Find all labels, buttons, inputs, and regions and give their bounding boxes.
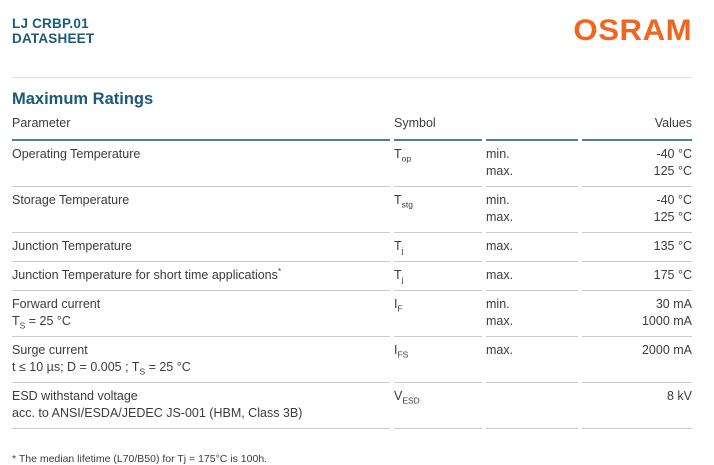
column-header-values: Values [582, 116, 692, 141]
symbol-subscript: j [401, 245, 404, 256]
symbol-cell: Tj [394, 233, 482, 262]
product-name: LJ CRBP.01 [12, 16, 89, 31]
column-header-symbol: Symbol [394, 116, 482, 141]
parameter-name: Surge current [12, 343, 88, 357]
parameter-condition: acc. to ANSI/ESDA/JEDEC JS-001 (HBM, Cla… [12, 406, 303, 420]
parameter-cell: Storage Temperature [12, 187, 390, 233]
limit-label: max. [486, 164, 514, 178]
value-cell: 175 °C [582, 262, 692, 291]
document-id: LJ CRBP.01 DATASHEET [12, 16, 94, 46]
parameter-cell: Operating Temperature [12, 141, 390, 187]
symbol-cell: IF [394, 291, 482, 337]
symbol-subscript: j [401, 274, 404, 285]
value-text: 135 °C [653, 239, 692, 253]
maximum-ratings-table: Parameter Symbol Values Operating Temper… [8, 116, 696, 429]
symbol-subscript: stg [401, 199, 413, 210]
parameter-cell: ESD withstand voltage acc. to ANSI/ESDA/J… [12, 383, 390, 429]
table-row: ESD withstand voltage acc. to ANSI/ESDA/J… [12, 383, 692, 429]
limit-cell: min. max. [486, 291, 578, 337]
column-header-limit [486, 116, 578, 141]
symbol-cell: IFS [394, 337, 482, 383]
limit-label: max. [486, 314, 514, 328]
table-row: Storage Temperature Tstg min. max. -40 °C 125… [12, 187, 692, 233]
value-cell: 2000 mA [582, 337, 692, 383]
parameter-cell: Surge current t ≤ 10 µs; D = 0.005 ; TS =… [12, 337, 390, 383]
limit-label: max. [486, 239, 514, 253]
table-row: Surge current t ≤ 10 µs; D = 0.005 ; TS =… [12, 337, 692, 383]
value-text: 125 °C [653, 164, 692, 178]
value-text: 30 mA [655, 297, 692, 311]
limit-cell: min. max. [486, 187, 578, 233]
condition-subscript: S [139, 366, 146, 377]
value-text: -40 °C [656, 147, 692, 161]
parameter-footnote-marker: * [277, 265, 282, 276]
value-cell: 135 °C [582, 233, 692, 262]
table-row: Forward current TS = 25 °C IF min. max. 30 mA… [12, 291, 692, 337]
parameter-name: Operating Temperature [12, 147, 141, 161]
table-row: Operating Temperature Top min. max. -40 °C 12… [12, 141, 692, 187]
parameter-name: ESD withstand voltage [12, 389, 138, 403]
parameter-name: Junction Temperature for short time appl… [12, 265, 282, 282]
limit-cell [486, 383, 578, 429]
parameter-condition: TS = 25 °C [12, 314, 71, 331]
parameter-name: Forward current [12, 297, 101, 311]
limit-cell: max. [486, 233, 578, 262]
symbol-cell: Top [394, 141, 482, 187]
limit-label: max. [486, 210, 514, 224]
table-row: Junction Temperature Tj max. 135 °C [12, 233, 692, 262]
parameter-condition: t ≤ 10 µs; D = 0.005 ; TS = 25 °C [12, 360, 191, 377]
limit-label: min. [486, 147, 510, 161]
limit-cell: max. [486, 262, 578, 291]
limit-cell: max. [486, 337, 578, 383]
symbol-cell: Tj [394, 262, 482, 291]
parameter-cell: Junction Temperature for short time appl… [12, 262, 390, 291]
value-cell: 30 mA 1000 mA [582, 291, 692, 337]
value-text: 1000 mA [641, 314, 692, 328]
value-text: 8 kV [666, 389, 692, 403]
parameter-name: Storage Temperature [12, 193, 130, 207]
page-header: LJ CRBP.01 DATASHEET OSRAM [12, 14, 692, 47]
osram-logo: OSRAM [573, 14, 692, 47]
parameter-cell: Junction Temperature [12, 233, 390, 262]
limit-label: min. [486, 297, 510, 311]
value-text: -40 °C [656, 193, 692, 207]
value-text: 2000 mA [641, 343, 692, 357]
symbol-cell: Tstg [394, 187, 482, 233]
table-row: Junction Temperature for short time appl… [12, 262, 692, 291]
limit-label: max. [486, 268, 514, 282]
column-header-parameter: Parameter [12, 116, 390, 141]
table-header-row: Parameter Symbol Values [12, 116, 692, 141]
symbol-subscript: FS [397, 349, 409, 360]
header-divider [12, 77, 692, 78]
symbol-subscript: ESD [402, 395, 420, 406]
limit-label: max. [486, 343, 514, 357]
value-cell: -40 °C 125 °C [582, 141, 692, 187]
parameter-name: Junction Temperature [12, 239, 132, 253]
symbol-subscript: op [401, 153, 412, 164]
parameter-cell: Forward current TS = 25 °C [12, 291, 390, 337]
value-cell: 8 kV [582, 383, 692, 429]
section-title: Maximum Ratings [12, 90, 154, 108]
symbol-subscript: F [397, 303, 403, 314]
symbol-cell: VESD [394, 383, 482, 429]
limit-label: min. [486, 193, 510, 207]
footnote: * The median lifetime (L70/B50) for Tj =… [12, 453, 268, 465]
limit-label [486, 388, 578, 405]
condition-subscript: S [19, 320, 26, 331]
value-text: 125 °C [653, 210, 692, 224]
ratings-table-body: Operating Temperature Top min. max. -40 °C 12… [12, 141, 692, 429]
doc-type: DATASHEET [12, 31, 95, 46]
limit-cell: min. max. [486, 141, 578, 187]
value-cell: -40 °C 125 °C [582, 187, 692, 233]
value-text: 175 °C [653, 268, 692, 282]
